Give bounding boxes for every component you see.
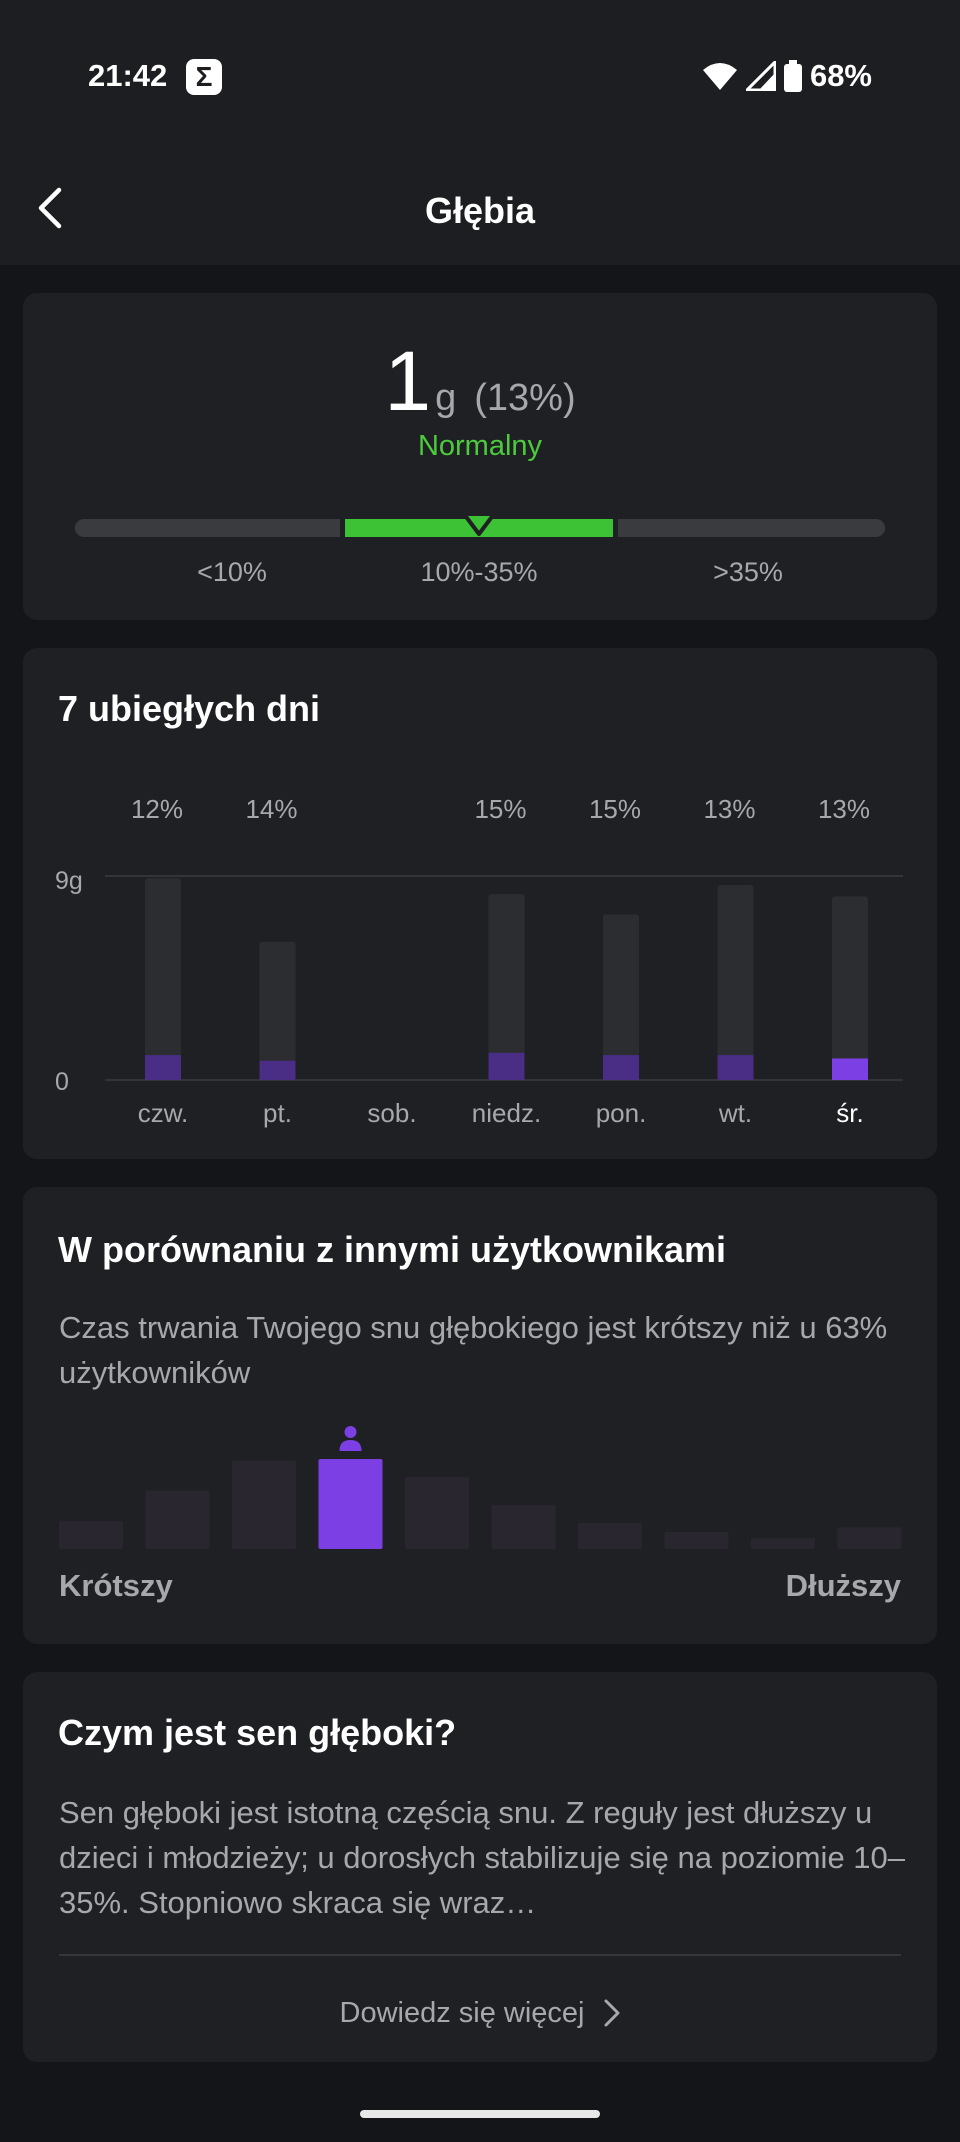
battery-percent: 68% [809,58,872,93]
bar-total[interactable] [603,914,639,1080]
distribution-bar [837,1527,902,1549]
value-unit: g [435,377,457,419]
distribution-bar [751,1538,815,1549]
bar-percent-label: 12% [131,794,183,824]
range-label-normal: 10%-35% [420,557,538,587]
bar-total[interactable] [259,941,296,1080]
comparison-title: W porównaniu z innymi użytkownikami [58,1229,727,1270]
y-tick-label: 9g [55,867,83,895]
person-icon [339,1426,362,1451]
x-tick-label: niedz. [472,1098,541,1128]
bar-percent-label: 13% [818,794,870,824]
range-segment-high [618,519,885,537]
bar-deep[interactable] [717,1055,754,1080]
status-label: Normalny [417,430,543,462]
distribution-bar [145,1490,210,1549]
chevron-left-icon [38,187,62,229]
bar-total[interactable] [832,896,868,1080]
chevron-right-icon [604,1999,619,2027]
distribution-bar [59,1521,123,1549]
y-tick-label: 0 [55,1068,69,1096]
wifi-icon [702,63,737,90]
label-longer: Dłuższy [785,1568,901,1603]
status-bar: 21:42 Σ 68% [0,0,960,150]
learn-more-label: Dowiedz się więcej [339,1996,585,2029]
x-tick-label: śr. [836,1098,863,1128]
bar-deep[interactable] [145,1055,181,1080]
range-label-low: <10% [197,557,267,587]
info-title: Czym jest sen głęboki? [58,1712,457,1753]
status-icons: 68% [702,56,872,96]
bar-total[interactable] [488,894,525,1080]
info-card: Czym jest sen głęboki? Sen głęboki jest … [23,1672,937,2062]
status-time: 21:42 [88,58,168,93]
value-number: 1 [384,334,432,428]
x-tick-label: wt. [718,1098,752,1128]
bar-deep[interactable] [488,1052,525,1080]
sigma-app-icon: Σ [186,59,222,95]
summary-card: 1 g (13%) Normalny <10% 10%-35% >35% [23,293,937,620]
distribution-bar [318,1459,383,1549]
x-tick-label: czw. [138,1098,189,1128]
range-label-high: >35% [713,557,783,587]
label-shorter: Krótszy [59,1568,173,1603]
comparison-card: W porównaniu z innymi użytkownikami Czas… [23,1187,937,1644]
bar-total[interactable] [145,878,181,1080]
distribution-bar [491,1504,556,1549]
value-percent: (13%) [474,377,576,419]
app-header: Głębia [0,150,960,265]
range-marker-icon [462,512,496,536]
x-tick-label: pt. [263,1098,292,1128]
deep-sleep-value: 1 g (13%) [23,333,937,430]
week-title: 7 ubiegłych dni [58,688,321,729]
bar-deep[interactable] [603,1055,639,1080]
distribution-bar [232,1460,296,1549]
range-segment-low [75,519,340,537]
bar-percent-label: 14% [245,794,297,824]
info-text: Sen głęboki jest istotną częścią snu. Z … [59,1795,906,1920]
bar-total[interactable] [717,885,754,1080]
comparison-description: Czas trwania Twojego snu głębokiego jest… [59,1310,888,1390]
bar-percent-label: 15% [589,794,641,824]
divider [59,1954,901,1956]
x-tick-label: pon. [596,1098,647,1128]
learn-more-link[interactable]: Dowiedz się więcej [23,1990,937,2036]
distribution-bar [664,1531,729,1549]
bar-percent-label: 13% [703,794,755,824]
week-card: 7 ubiegłych dni 9g 0 12% czw. 14% pt. sob. 15… [23,648,937,1159]
distribution-histogram [59,1426,902,1549]
back-button[interactable] [22,180,78,236]
bar-deep[interactable] [259,1060,296,1080]
bar-percent-label: 15% [474,794,526,824]
distribution-bar [405,1477,469,1549]
home-indicator[interactable] [360,2110,600,2118]
x-tick-label: sob. [367,1098,416,1128]
page-title: Głębia [424,190,536,231]
range-bar [75,512,885,537]
distribution-bar [578,1522,642,1549]
bar-deep[interactable] [832,1058,868,1080]
cell-signal-icon [745,61,776,91]
week-bar-chart: 9g 0 12% czw. 14% pt. sob. 15% niedz. 15% pon. 13… [55,794,903,1128]
battery-icon [783,60,802,92]
